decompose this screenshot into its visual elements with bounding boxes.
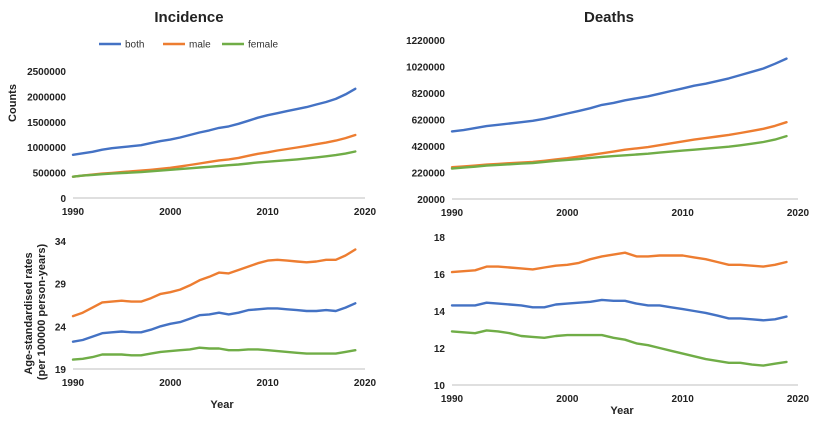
incidence-x-tick-label: 1990: [62, 207, 85, 218]
incidence-series-line-male: [71, 133, 357, 178]
chart-title-incidence: Incidence: [154, 9, 223, 26]
incidence-asr-y-tick-label: 19: [55, 365, 67, 376]
legend: both male female: [99, 40, 278, 51]
deaths-asr-series-line-male: [450, 251, 788, 274]
y-axis-label-rates: Age-standardised rates (per 100000 perso…: [23, 243, 48, 380]
deaths-x-tick-label: 2010: [672, 208, 695, 219]
deaths-asr-x-tick-label: 2010: [672, 394, 695, 405]
incidence-asr-y-tick-label: 29: [55, 280, 67, 291]
deaths-asr-y-tick-label: 12: [434, 344, 446, 355]
incidence-x-tick-label: 2020: [354, 207, 377, 218]
deaths-asr-y-tick-label: 18: [434, 233, 446, 244]
legend-label-male: male: [189, 40, 211, 51]
incidence-asr-x-tick-label: 2000: [159, 378, 182, 389]
deaths-y-tick-label: 420000: [412, 142, 446, 153]
incidence-series-line-female: [71, 150, 357, 178]
legend-label-female: female: [248, 40, 278, 51]
incidence-asr-x-tick-label: 1990: [62, 378, 85, 389]
incidence-series-line-both: [71, 87, 357, 156]
y-axis-label-counts: Counts: [7, 84, 19, 122]
deaths-chart: Deaths 1990 2000 2010 2020 20000 220000 420000…: [406, 9, 809, 219]
incidence-y-tick-label: 1500000: [27, 118, 66, 129]
incidence-asr-series-line-female: [71, 346, 357, 361]
deaths-asr-x-tick-label: 2000: [556, 394, 579, 405]
deaths-asr-series-line-both: [450, 298, 788, 322]
deaths-asr-x-tick-label: 2020: [787, 394, 810, 405]
deaths-asr-y-tick-label: 14: [434, 307, 446, 318]
incidence-asr-y-tick-label: 34: [55, 237, 67, 248]
deaths-series-line-both: [450, 57, 788, 133]
y-axis-label-rates-line2: (per 100000 person-years): [36, 243, 48, 380]
deaths-y-tick-label: 820000: [412, 89, 446, 100]
incidence-asr-x-tick-label: 2020: [354, 378, 377, 389]
incidence-x-tick-label: 2000: [159, 207, 182, 218]
deaths-y-tick-label: 620000: [412, 116, 446, 127]
deaths-series-line-female: [450, 134, 788, 170]
incidence-asr-chart: Age-standardised rates (per 100000 perso…: [23, 237, 377, 411]
incidence-asr-y-tick-label: 24: [55, 322, 67, 333]
incidence-asr-series-line-male: [71, 248, 357, 318]
deaths-y-tick-label: 1020000: [406, 63, 445, 74]
incidence-chart: Incidence both male female Counts 1990 2000…: [7, 9, 377, 218]
deaths-asr-chart: Year 1990 2000 2010 2020 10 12 14 16 18: [434, 233, 810, 417]
deaths-asr-x-tick-label: 1990: [441, 394, 464, 405]
deaths-asr-y-tick-label: 10: [434, 381, 446, 392]
y-axis-label-rates-line1: Age-standardised rates: [23, 252, 35, 374]
deaths-y-tick-label: 1220000: [406, 36, 445, 47]
x-axis-label-year-right: Year: [610, 405, 634, 417]
incidence-y-tick-label: 500000: [33, 169, 67, 180]
legend-label-both: both: [125, 40, 144, 51]
chart-title-deaths: Deaths: [584, 9, 634, 26]
incidence-y-tick-label: 2000000: [27, 92, 66, 103]
deaths-asr-y-tick-label: 16: [434, 270, 446, 281]
incidence-y-tick-label: 1000000: [27, 143, 66, 154]
incidence-y-tick-label: 2500000: [27, 67, 66, 78]
deaths-x-tick-label: 2000: [556, 208, 579, 219]
deaths-asr-series-line-female: [450, 329, 788, 367]
incidence-asr-series-line-both: [71, 302, 357, 343]
incidence-x-tick-label: 2010: [257, 207, 280, 218]
deaths-y-tick-label: 220000: [412, 169, 446, 180]
incidence-asr-x-tick-label: 2010: [257, 378, 280, 389]
deaths-x-tick-label: 2020: [787, 208, 810, 219]
deaths-y-tick-label: 20000: [417, 195, 445, 206]
x-axis-label-year-left: Year: [210, 399, 234, 411]
incidence-y-tick-label: 0: [60, 194, 66, 205]
deaths-x-tick-label: 1990: [441, 208, 464, 219]
